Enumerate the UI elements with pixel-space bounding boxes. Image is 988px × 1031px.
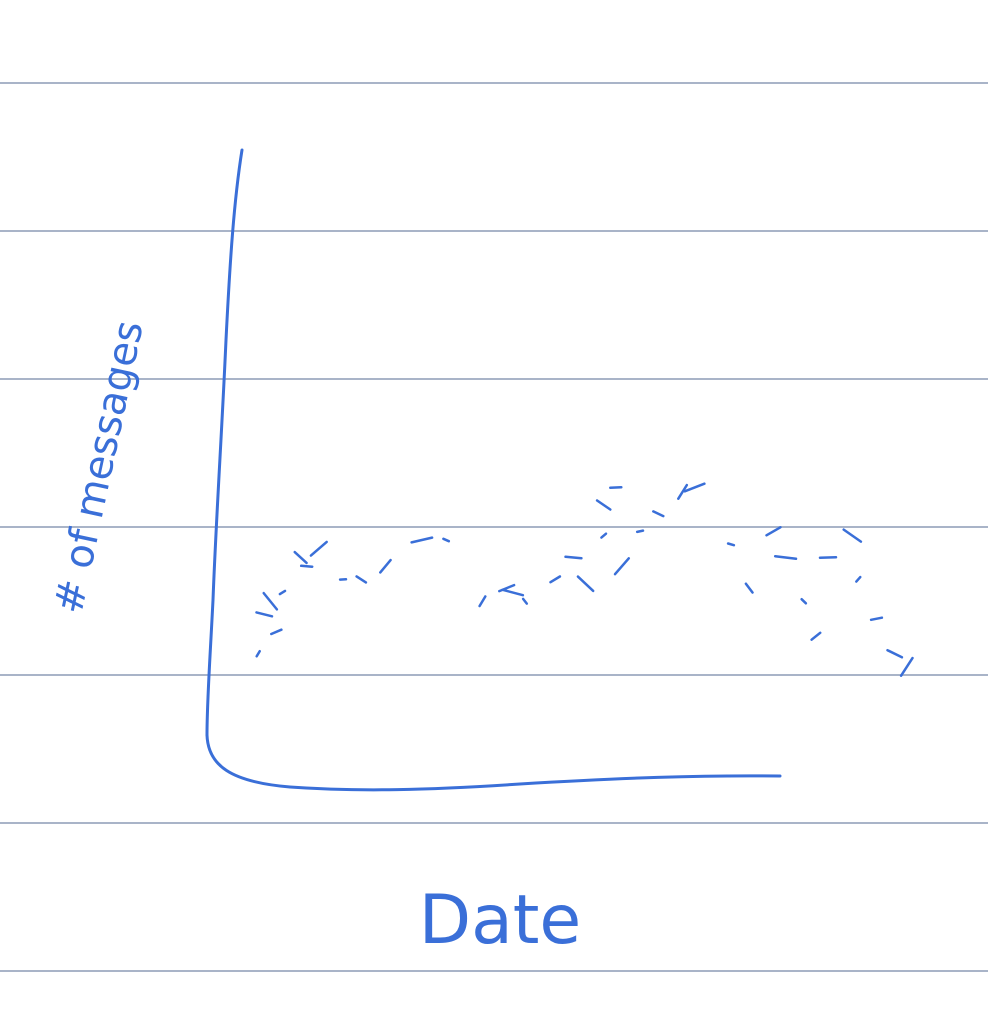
ruled-lines	[0, 82, 988, 972]
scatter-point	[255, 649, 261, 658]
scatter-point	[886, 648, 904, 659]
scatter-point	[869, 616, 884, 622]
scatter-point	[677, 483, 689, 500]
scatter-point	[899, 656, 914, 677]
scatter-point	[299, 564, 314, 568]
scatter-point	[683, 482, 706, 493]
scatter-point	[842, 528, 863, 543]
scatter-point	[379, 558, 392, 574]
scatter-marks	[255, 482, 914, 677]
scatter-point	[726, 542, 736, 547]
scatter-point	[600, 532, 608, 539]
scatter-point	[549, 575, 562, 584]
scatter-point	[609, 485, 623, 490]
scatter-point	[773, 554, 798, 561]
scatter-point	[635, 529, 645, 534]
y-axis-line	[205, 148, 244, 737]
y-axis-label: # of messages	[46, 317, 153, 618]
scatter-point	[576, 575, 595, 593]
scatter-point	[262, 591, 279, 611]
scatter-point	[744, 582, 754, 594]
scatter-point	[309, 540, 328, 557]
scatter-point	[501, 588, 525, 597]
scatter-point	[478, 595, 487, 608]
x-axis-label: Date	[419, 881, 582, 960]
scatter-point	[521, 597, 529, 605]
scatter-point	[355, 575, 368, 584]
scatter-point	[818, 555, 838, 560]
scatter-point	[410, 536, 434, 544]
scatter-point	[278, 589, 287, 596]
scatter-point	[810, 631, 822, 641]
scatter-point	[652, 510, 665, 518]
scatter-point	[442, 537, 451, 543]
scatter-point	[270, 628, 283, 636]
scatter-point	[613, 557, 631, 576]
scatter-point	[855, 575, 862, 583]
scatter-point	[595, 499, 612, 511]
scatter-point	[564, 555, 583, 560]
scatter-point	[293, 550, 308, 565]
scatter-point	[765, 526, 782, 537]
scatter-point	[255, 611, 274, 618]
scatter-point	[800, 597, 808, 605]
x-axis-line	[205, 733, 782, 792]
